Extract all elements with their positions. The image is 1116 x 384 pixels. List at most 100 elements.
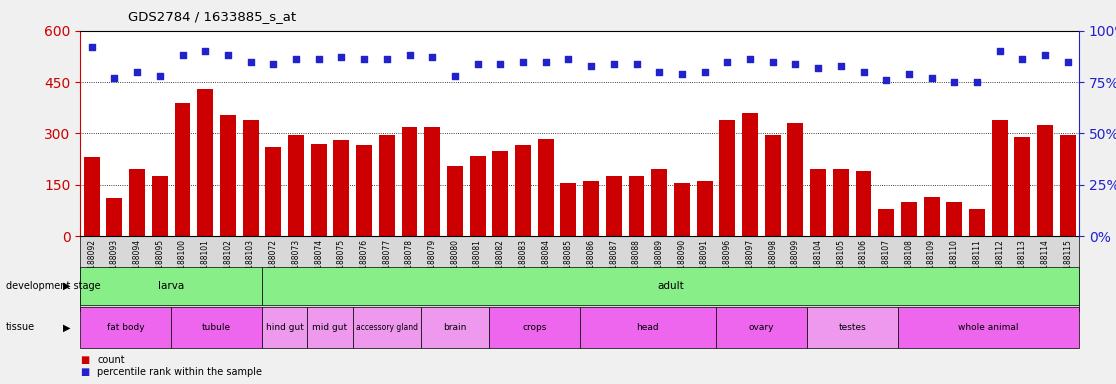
Point bbox=[264, 61, 282, 67]
Bar bbox=[584, 181, 599, 236]
Point bbox=[1059, 58, 1077, 65]
Bar bbox=[516, 146, 531, 236]
Point bbox=[310, 56, 328, 63]
Text: whole animal: whole animal bbox=[959, 323, 1019, 332]
Point bbox=[719, 58, 737, 65]
Bar bbox=[606, 176, 622, 236]
Bar bbox=[356, 146, 372, 236]
Bar bbox=[470, 156, 485, 236]
Point bbox=[923, 75, 941, 81]
Bar bbox=[1014, 137, 1030, 236]
Bar bbox=[652, 169, 667, 236]
Bar bbox=[1037, 125, 1054, 236]
Text: hind gut: hind gut bbox=[266, 323, 304, 332]
Point bbox=[355, 56, 373, 63]
Text: ■: ■ bbox=[80, 367, 89, 377]
Point bbox=[991, 48, 1009, 55]
Bar bbox=[84, 157, 99, 236]
Text: GDS2784 / 1633885_s_at: GDS2784 / 1633885_s_at bbox=[128, 10, 297, 23]
Bar bbox=[833, 169, 849, 236]
Point bbox=[446, 73, 464, 79]
Point bbox=[945, 79, 963, 85]
Bar bbox=[288, 135, 304, 236]
Bar bbox=[266, 147, 281, 236]
Text: larva: larva bbox=[158, 281, 184, 291]
Point bbox=[469, 61, 487, 67]
Bar bbox=[901, 202, 917, 236]
Text: accessory gland: accessory gland bbox=[356, 323, 417, 332]
Bar bbox=[402, 127, 417, 236]
Text: adult: adult bbox=[657, 281, 684, 291]
Bar bbox=[856, 171, 872, 236]
Bar bbox=[720, 120, 735, 236]
Point bbox=[83, 44, 100, 50]
Point bbox=[855, 69, 873, 75]
Point bbox=[333, 55, 350, 61]
Point bbox=[219, 52, 237, 58]
Bar bbox=[424, 127, 440, 236]
Bar bbox=[969, 209, 985, 236]
Text: crops: crops bbox=[522, 323, 547, 332]
Point bbox=[695, 69, 713, 75]
Bar bbox=[788, 123, 804, 236]
Bar bbox=[764, 135, 781, 236]
Point bbox=[968, 79, 985, 85]
Point bbox=[423, 55, 441, 61]
Text: mid gut: mid gut bbox=[312, 323, 347, 332]
Point bbox=[877, 77, 895, 83]
Text: tissue: tissue bbox=[6, 322, 35, 333]
Point bbox=[741, 56, 759, 63]
Point bbox=[537, 58, 555, 65]
Text: ▶: ▶ bbox=[64, 322, 70, 333]
Point bbox=[831, 63, 849, 69]
Text: ▶: ▶ bbox=[64, 281, 70, 291]
Bar bbox=[174, 103, 191, 236]
Text: development stage: development stage bbox=[6, 281, 100, 291]
Bar bbox=[560, 183, 576, 236]
Point bbox=[378, 56, 396, 63]
Point bbox=[651, 69, 668, 75]
Bar bbox=[810, 169, 826, 236]
Bar bbox=[946, 202, 962, 236]
Point bbox=[673, 71, 691, 77]
Bar bbox=[220, 114, 235, 236]
Bar bbox=[152, 176, 167, 236]
Text: ovary: ovary bbox=[749, 323, 775, 332]
Bar bbox=[310, 144, 327, 236]
Point bbox=[809, 65, 827, 71]
Point bbox=[559, 56, 577, 63]
Bar bbox=[129, 169, 145, 236]
Text: tubule: tubule bbox=[202, 323, 231, 332]
Text: testes: testes bbox=[838, 323, 866, 332]
Bar bbox=[628, 176, 644, 236]
Point bbox=[151, 73, 169, 79]
Point bbox=[1036, 52, 1054, 58]
Point bbox=[899, 71, 917, 77]
Text: ■: ■ bbox=[80, 355, 89, 365]
Point bbox=[242, 58, 260, 65]
Point bbox=[583, 63, 600, 69]
Text: brain: brain bbox=[443, 323, 466, 332]
Point bbox=[627, 61, 645, 67]
Point bbox=[491, 61, 509, 67]
Point bbox=[106, 75, 124, 81]
Bar bbox=[334, 140, 349, 236]
Point bbox=[1013, 56, 1031, 63]
Bar bbox=[538, 139, 554, 236]
Bar bbox=[106, 199, 123, 236]
Text: percentile rank within the sample: percentile rank within the sample bbox=[97, 367, 262, 377]
Bar bbox=[1060, 135, 1076, 236]
Bar bbox=[878, 209, 894, 236]
Point bbox=[787, 61, 805, 67]
Bar bbox=[492, 151, 508, 236]
Bar bbox=[242, 120, 259, 236]
Bar bbox=[696, 181, 712, 236]
Bar bbox=[992, 120, 1008, 236]
Point bbox=[514, 58, 532, 65]
Point bbox=[401, 52, 418, 58]
Point bbox=[196, 48, 214, 55]
Bar bbox=[742, 113, 758, 236]
Point bbox=[605, 61, 623, 67]
Text: count: count bbox=[97, 355, 125, 365]
Point bbox=[287, 56, 305, 63]
